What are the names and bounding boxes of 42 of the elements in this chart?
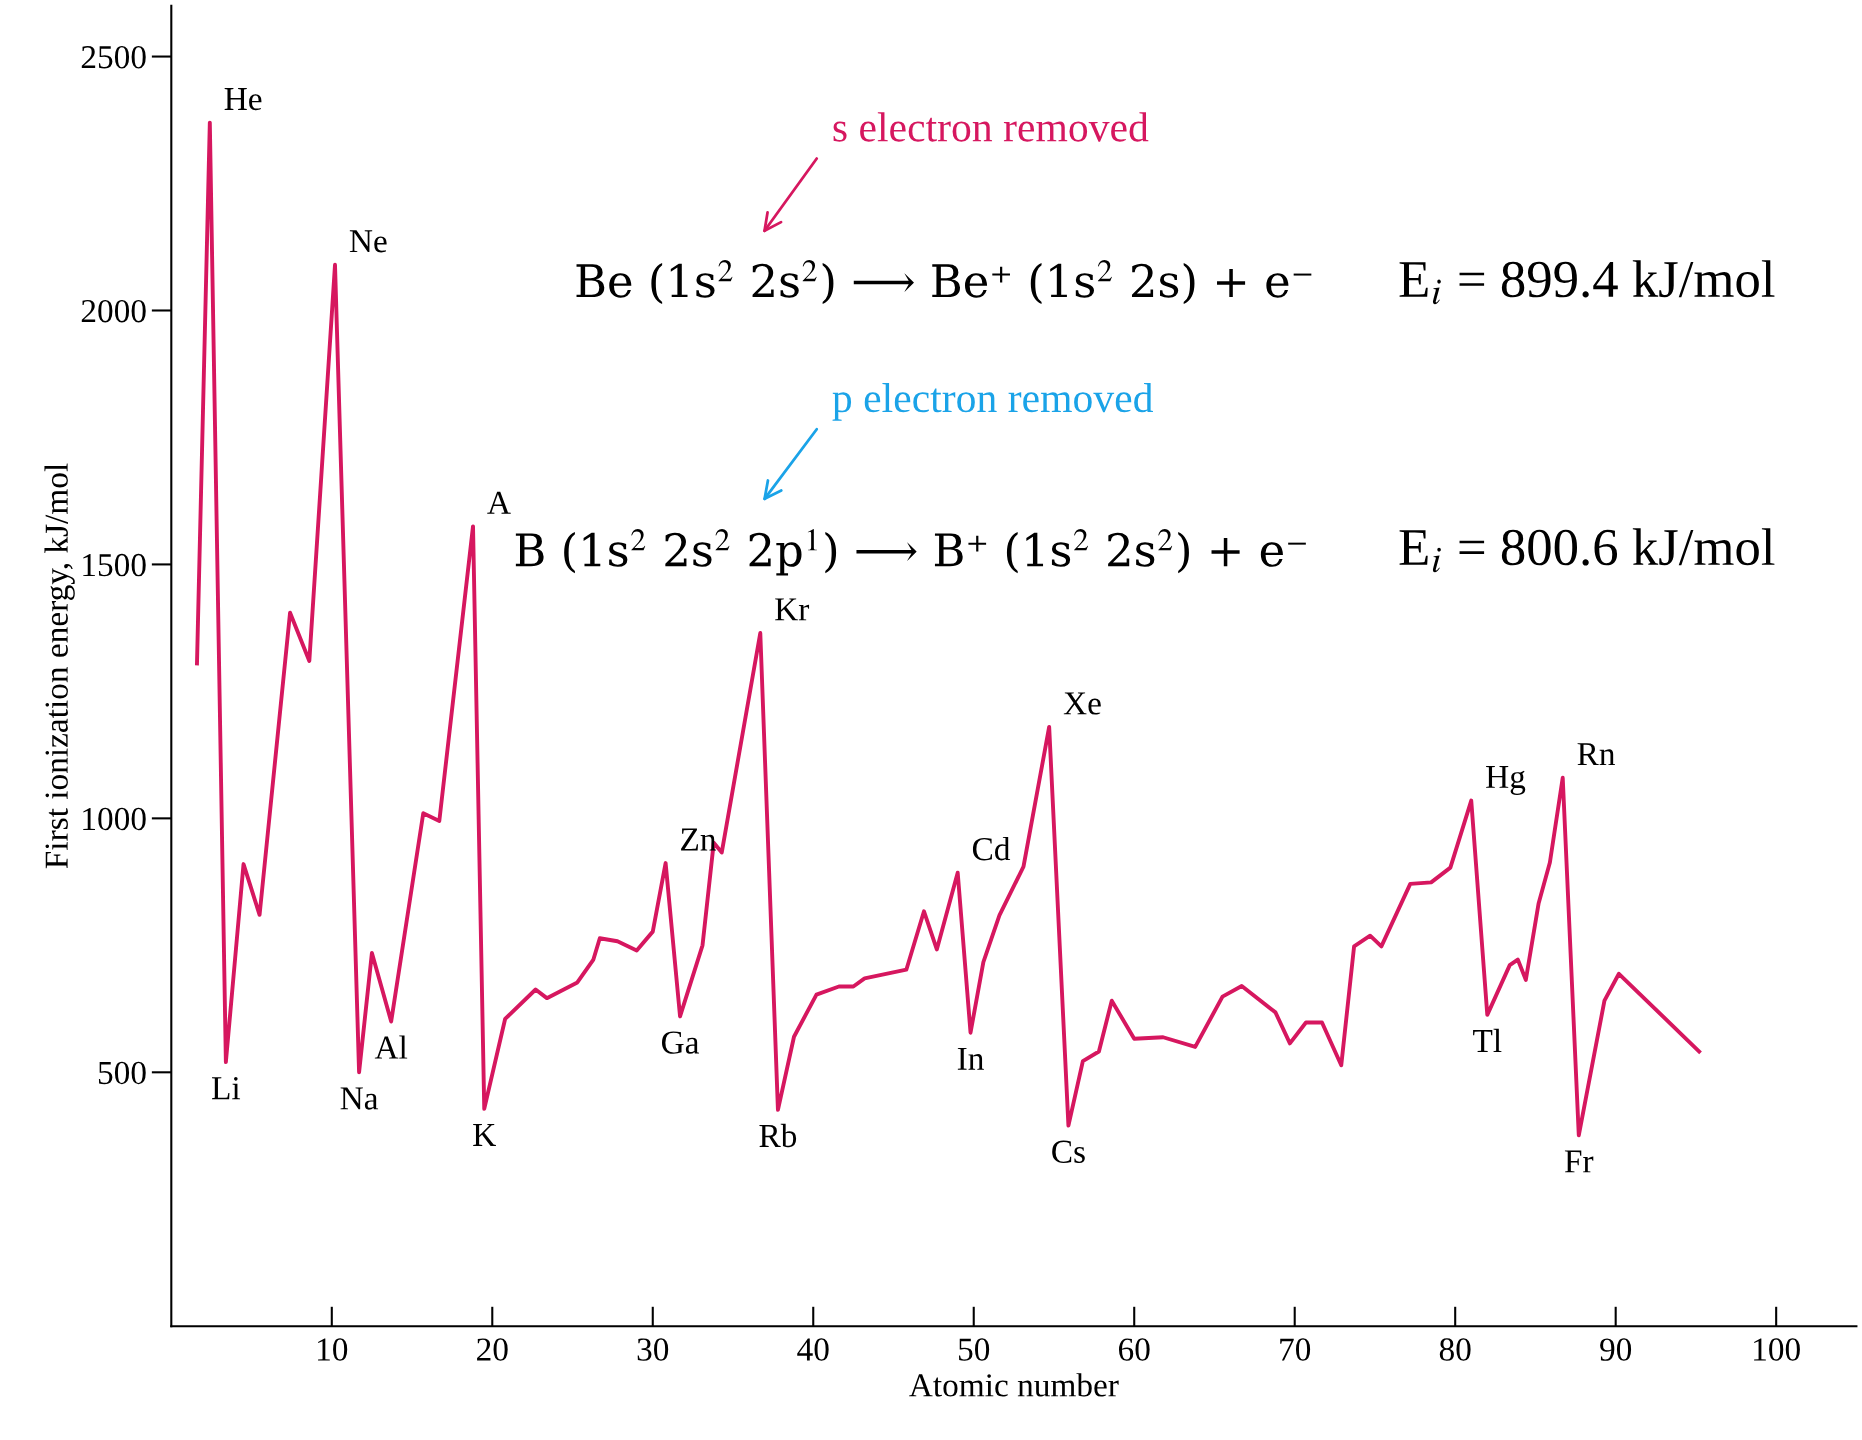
annotation: A	[487, 491, 511, 514]
y-tick-label: 1000	[83, 807, 146, 831]
annotation: Ga	[661, 1031, 700, 1054]
x-tick-label: 20	[477, 1338, 508, 1361]
annotation: Rb	[759, 1123, 797, 1148]
annotation: In	[957, 1047, 984, 1070]
annotation: Xe	[1063, 692, 1101, 715]
annotation: Cd	[972, 836, 1011, 861]
annotation: Na	[340, 1087, 379, 1110]
y-tick-label: 500	[98, 1061, 146, 1085]
x-tick-label: 80	[1439, 1338, 1471, 1361]
x-tick-label: 40	[797, 1338, 829, 1361]
annotation: Fr	[1564, 1150, 1594, 1173]
y-tick-label: 2000	[81, 299, 146, 323]
annotation: K	[473, 1124, 496, 1146]
x-tick-label: 10	[318, 1338, 348, 1361]
annotation: Hg	[1486, 766, 1526, 796]
annotation: Zn	[681, 828, 717, 851]
x-tick-label: 30	[637, 1338, 669, 1361]
annotation: E$_{i}$ = 899.4 kJ/mol	[1399, 260, 1775, 305]
x-tick-label: 60	[1118, 1338, 1150, 1361]
annotation: Kr	[775, 598, 810, 621]
annotation: Ne	[349, 230, 387, 253]
y-tick-label: 1500	[83, 553, 146, 577]
y-axis-title: First ionization energy, kJ/mol	[44, 463, 75, 869]
x-tick-label: 50	[959, 1338, 990, 1361]
annotation: Li	[212, 1077, 241, 1100]
text: B (1s$^{2}$ 2s$^{2}$ 2p$^{1}$) ⟶ B⁺ (1s$^{2}$ 2s$^{2}$) + e⁻	[515, 529, 1306, 576]
annotation: Al	[374, 1035, 408, 1059]
y-tick-label: 2500	[81, 45, 146, 69]
annotation: E$_{i}$ = 800.6 kJ/mol	[1399, 528, 1775, 573]
annotation: p electron removed	[832, 383, 1153, 421]
annotation: s electron removed	[833, 112, 1149, 142]
x-tick-label: 90	[1600, 1338, 1632, 1361]
x-tick-label: 100	[1754, 1338, 1800, 1361]
annotation: Be (1s$^{2}$ 2s$^{2}$) ⟶ Be⁺ (1s$^{2}$ 2s) + e⁻	[576, 260, 1312, 305]
annotation: Rn	[1577, 743, 1616, 766]
annotation: Cs	[1052, 1140, 1085, 1163]
x-tick-label: 70	[1280, 1338, 1311, 1361]
annotation: Tl	[1473, 1028, 1502, 1052]
annotation: He	[224, 88, 262, 111]
x-axis-title: Atomic number	[909, 1373, 1119, 1397]
